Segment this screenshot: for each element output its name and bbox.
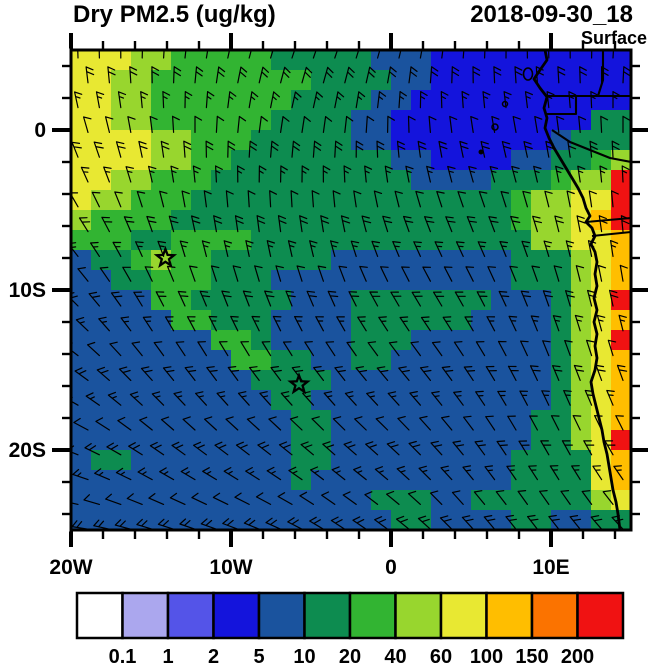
island-marker-star <box>153 245 178 268</box>
island-marker-star <box>287 372 311 395</box>
y-tick-label: 10S <box>9 279 46 302</box>
country-border <box>545 96 578 116</box>
island-sao-tome <box>491 123 499 131</box>
x-tick-label: 10E <box>532 556 569 579</box>
colorbar-box <box>121 591 170 640</box>
map-frame <box>69 48 633 532</box>
coastline-layer <box>478 50 631 530</box>
colorbar-label: 1 <box>162 646 173 667</box>
colorbar-box <box>485 591 534 640</box>
colorbar-label: 100 <box>470 646 503 667</box>
island-principe <box>501 100 509 108</box>
country-border <box>585 216 631 224</box>
country-border <box>596 50 605 97</box>
island-annobon <box>478 149 484 155</box>
colorbar-label: 2 <box>208 646 219 667</box>
y-tick-label: 20S <box>9 439 46 462</box>
country-border <box>551 129 631 164</box>
axes: 20W 10W 0 10E 0 10S 20S <box>9 33 648 579</box>
island-bioko <box>522 67 534 81</box>
colorbar-label: 200 <box>561 646 594 667</box>
wind-barbs <box>71 50 631 530</box>
y-tick-label: 0 <box>34 119 46 142</box>
colorbar-box <box>212 591 261 640</box>
colorbar-label: 0.1 <box>109 646 137 667</box>
colorbar-box <box>303 591 352 640</box>
station-markers <box>153 245 311 395</box>
colorbar-box <box>576 591 625 640</box>
level-label: Surface <box>580 28 647 48</box>
colorbar-box <box>166 591 215 640</box>
colorbar-box <box>394 591 443 640</box>
x-tick-label: 10W <box>209 556 252 579</box>
x-tick-label: 20W <box>49 556 92 579</box>
colorbar-box <box>439 591 488 640</box>
colorbar-label: 150 <box>515 646 548 667</box>
colorbar: 0.1 1 2 5 10 20 40 60 100 150 200 <box>75 591 625 667</box>
colorbar-box <box>530 591 579 640</box>
colorbar-box <box>257 591 306 640</box>
coastline <box>532 50 622 530</box>
datetime-label: 2018-09-30_18 <box>470 1 633 28</box>
x-tick-label: 0 <box>385 556 397 579</box>
country-border <box>591 230 631 238</box>
colorbar-label: 60 <box>430 646 452 667</box>
colorbar-label: 40 <box>384 646 406 667</box>
colorbar-box <box>348 591 397 640</box>
colorbar-label: 10 <box>293 646 315 667</box>
colorbar-box <box>75 591 124 640</box>
colorbar-label: 20 <box>339 646 361 667</box>
plot-title: Dry PM2.5 (ug/kg) <box>73 1 276 28</box>
colorbar-label: 5 <box>253 646 264 667</box>
